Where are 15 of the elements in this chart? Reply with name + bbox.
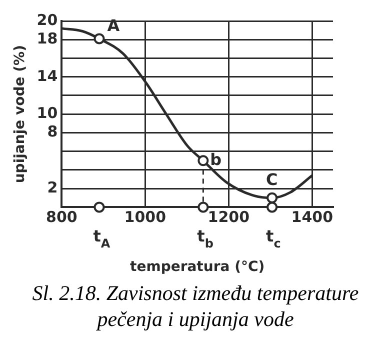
y-tick-label: 14 <box>36 66 58 85</box>
text: Sl. 2.18. Zavisnost između temperature pečenja i upijanja vode <box>31 280 360 332</box>
y-tick-label: 2 <box>47 178 58 196</box>
x-tick-label: 1200 <box>208 208 250 226</box>
x-tick-label: 1400 <box>291 208 334 226</box>
x-tick-label: 1000 <box>124 208 166 226</box>
x-axis-title: temperatura (°C) <box>130 259 265 276</box>
y-tick-label: 20 <box>36 10 58 29</box>
y-tick-label: 8 <box>47 122 58 141</box>
x-tick-label: 800 <box>46 208 78 226</box>
y-tick-label: 18 <box>36 30 58 48</box>
y-axis-title: upijanje vode (%) <box>12 45 28 184</box>
annotation: b <box>210 150 222 169</box>
y-tick-label: 10 <box>36 104 58 122</box>
annotation: C <box>266 170 278 190</box>
